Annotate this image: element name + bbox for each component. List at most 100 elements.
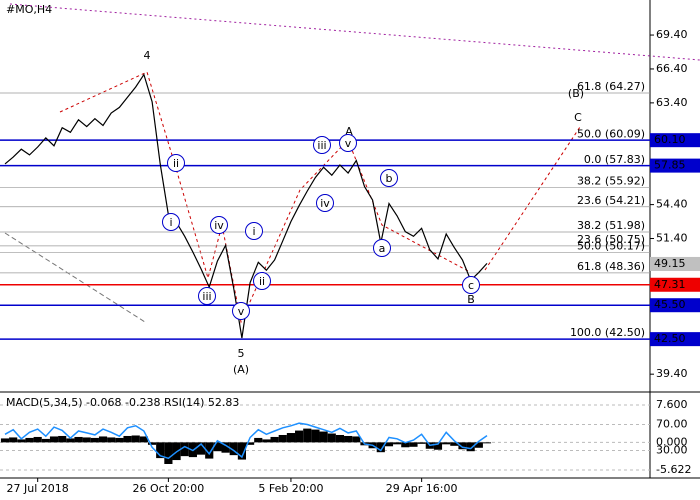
wave-label: v xyxy=(345,137,352,150)
fib-label: 61.8 (64.27) xyxy=(577,80,645,93)
macd-bar xyxy=(254,437,263,443)
wave-label: (A) xyxy=(233,363,249,376)
wave-circle xyxy=(210,216,228,234)
level-label: 42.50 xyxy=(654,332,686,345)
macd-bar xyxy=(295,430,304,443)
wave-circle xyxy=(380,169,398,187)
wave-circle xyxy=(373,239,391,257)
macd-bar xyxy=(33,436,42,443)
macd-bar xyxy=(49,436,59,443)
macd-bar xyxy=(237,442,246,460)
macd-bar xyxy=(196,442,206,455)
wave-label: ii xyxy=(259,275,265,288)
macd-bar xyxy=(74,436,83,443)
trend-line xyxy=(4,232,146,323)
y-tick-label: 54.40 xyxy=(656,198,688,211)
macd-bar xyxy=(393,442,402,445)
macd-bar xyxy=(139,436,148,443)
level-box xyxy=(650,256,700,271)
wave-label: 4 xyxy=(144,49,151,62)
wave-label: 5 xyxy=(238,347,245,360)
macd-bar xyxy=(9,437,18,443)
level-box xyxy=(650,133,700,148)
wave-label: ii xyxy=(173,157,179,170)
wave-label: i xyxy=(169,216,172,229)
fib-label: 61.8 (48.36) xyxy=(577,260,645,273)
macd-bar xyxy=(115,437,124,443)
wave-circle xyxy=(167,154,185,172)
macd-bar xyxy=(433,442,443,450)
wave-label: b xyxy=(386,172,393,185)
macd-bar xyxy=(401,442,410,448)
wave-label: C xyxy=(574,111,582,124)
wave-circle xyxy=(162,213,180,231)
y-tick-label: 63.40 xyxy=(656,96,688,109)
level-box xyxy=(650,158,700,173)
wave-circle xyxy=(316,194,334,212)
macd-bar xyxy=(474,442,483,448)
wave-label: iii xyxy=(202,290,211,303)
macd-bar xyxy=(17,439,26,443)
fib-label: 23.6 (54.21) xyxy=(577,194,645,207)
macd-bar xyxy=(286,433,296,443)
macd-bar xyxy=(66,438,75,443)
wave-circle xyxy=(339,134,357,152)
macd-bar xyxy=(335,434,345,443)
macd-bar xyxy=(466,442,475,452)
wave-label: v xyxy=(238,305,245,318)
macd-bar xyxy=(319,431,328,443)
macd-bar xyxy=(229,442,238,456)
macd-bar xyxy=(123,435,132,443)
rsi-tick-label: 70.00 xyxy=(656,418,688,431)
macd-bar xyxy=(311,429,320,443)
wave-label: iii xyxy=(317,139,326,152)
level-label: 49.15 xyxy=(654,257,686,270)
wave-circle xyxy=(313,136,331,154)
wave-label: A xyxy=(345,125,353,138)
y-tick-label: 51.40 xyxy=(656,232,688,245)
macd-bar xyxy=(327,433,336,443)
macd-tick-label: 0.000 xyxy=(656,435,688,448)
macd-tick-label: -5.622 xyxy=(656,463,691,476)
wave-circle xyxy=(232,302,250,320)
projection-line xyxy=(484,126,581,271)
y-tick-label: 39.40 xyxy=(656,367,688,380)
wave-label: (B) xyxy=(568,87,584,100)
macd-bar xyxy=(482,442,492,444)
fib-label: 38.2 (51.98) xyxy=(577,219,645,232)
x-tick-label: 5 Feb 20:00 xyxy=(258,482,323,495)
rsi-line xyxy=(4,422,488,460)
level-label: 45.50 xyxy=(654,298,686,311)
macd-bar xyxy=(458,442,467,450)
macd-bar xyxy=(90,437,99,443)
macd-bar xyxy=(409,442,418,447)
wave-label: iv xyxy=(320,197,330,210)
level-label: 57.85 xyxy=(654,159,686,172)
macd-bar xyxy=(384,442,394,447)
y-tick-label: 69.40 xyxy=(656,28,688,41)
y-tick-label: 66.40 xyxy=(656,62,688,75)
x-tick-label: 29 Apr 16:00 xyxy=(386,482,458,495)
wave-circle xyxy=(462,276,480,294)
macd-bar xyxy=(205,442,214,459)
level-box xyxy=(650,332,700,347)
macd-bar xyxy=(156,442,165,459)
fib-label: 38.2 (55.92) xyxy=(577,174,645,187)
wave-label: i xyxy=(252,225,255,238)
macd-bar xyxy=(262,439,271,443)
level-label: 60.10 xyxy=(654,133,686,146)
chart-title: #MO,H4 xyxy=(6,3,52,16)
fib-label: 23.6 (50.75) xyxy=(577,233,645,246)
wave-label: iv xyxy=(214,219,224,232)
x-tick-label: 26 Oct 20:00 xyxy=(133,482,205,495)
macd-bar xyxy=(0,438,10,443)
trend-line xyxy=(9,3,700,61)
macd-bar xyxy=(221,442,230,453)
macd-bar xyxy=(352,436,361,443)
macd-bar xyxy=(164,442,173,464)
wave-label: B xyxy=(467,293,475,306)
macd-bar xyxy=(376,442,385,453)
rsi-tick-label: 30.00 xyxy=(656,444,688,457)
